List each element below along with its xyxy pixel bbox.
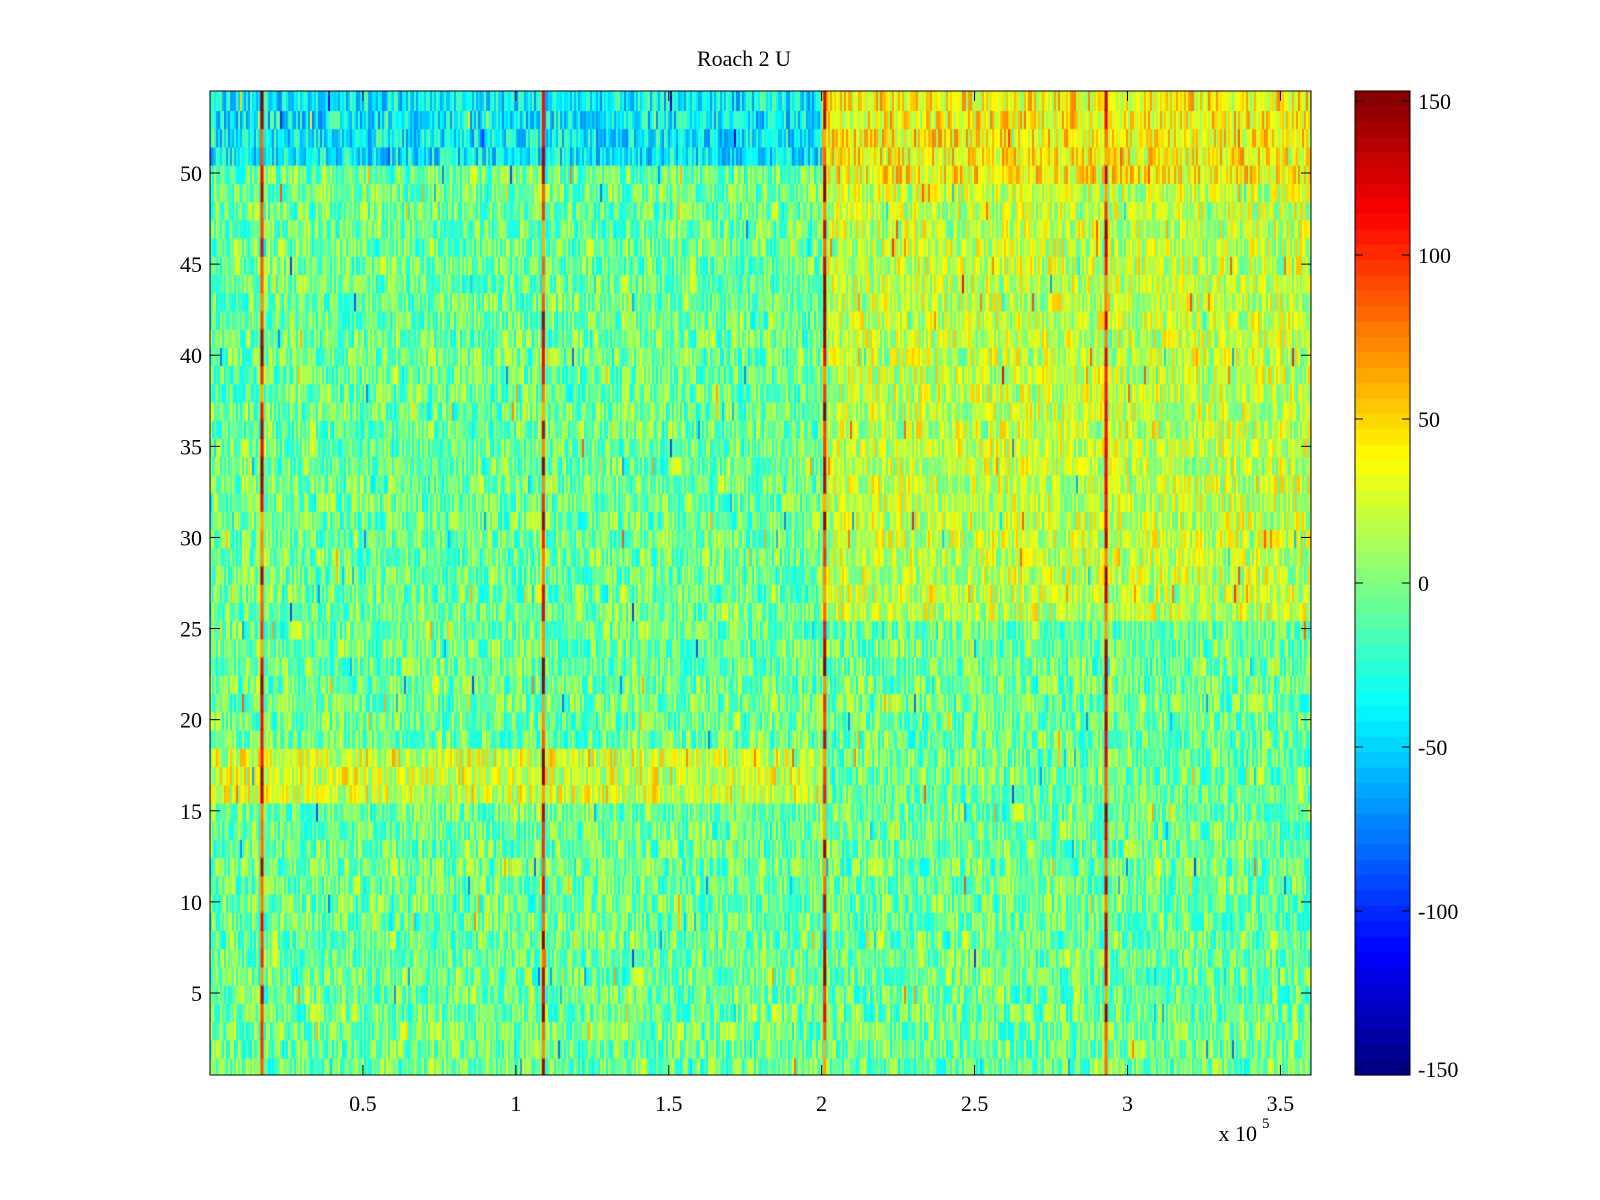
colorbar-segment [1355, 905, 1410, 922]
y-tick-label: 30 [180, 525, 202, 550]
colorbar-segment [1355, 398, 1410, 415]
y-tick-label: 10 [180, 890, 202, 915]
colorbar-segment [1355, 367, 1410, 384]
plot-frame [209, 90, 1312, 1076]
colorbar-segment [1355, 859, 1410, 876]
colorbar-segment [1355, 321, 1410, 338]
colorbar-segment [1355, 290, 1410, 307]
colorbar-segment [1355, 521, 1410, 538]
x-exponent-power: 5 [1262, 1116, 1270, 1132]
colorbar-segment [1355, 413, 1410, 430]
colorbar-segment [1355, 644, 1410, 661]
heatmap-axes: 0.5 1 1.5 2 2.5 3 3.5 5 10 15 20 25 30 35 40 45 50 [180, 90, 1312, 1116]
colorbar-segment [1355, 383, 1410, 400]
colorbar-tick-label: 50 [1418, 407, 1440, 432]
colorbar-segment [1355, 967, 1410, 984]
x-tick-label: 3 [1122, 1091, 1133, 1116]
y-tick-label: 50 [180, 161, 202, 186]
colorbar-segment [1355, 690, 1410, 707]
y-tick-label: 40 [180, 343, 202, 368]
colorbar-segment [1355, 1059, 1410, 1076]
colorbar-segment [1355, 167, 1410, 184]
y-tick-label: 20 [180, 708, 202, 733]
colorbar: 150 100 50 0 -50 -100 -150 [1354, 89, 1458, 1082]
y-tick-label: 45 [180, 252, 202, 277]
y-tick-label: 25 [180, 617, 202, 642]
colorbar-segment [1355, 137, 1410, 154]
x-tick-label: 1.5 [655, 1091, 683, 1116]
colorbar-segment [1355, 629, 1410, 646]
colorbar-segment [1355, 444, 1410, 461]
colorbar-segment [1355, 890, 1410, 907]
colorbar-segment [1355, 875, 1410, 892]
colorbar-segment [1355, 998, 1410, 1015]
colorbar-segment [1355, 567, 1410, 584]
colorbar-segment [1355, 337, 1410, 353]
colorbar-segment [1355, 782, 1410, 799]
y-tick-label: 5 [191, 981, 202, 1006]
colorbar-segment [1355, 1028, 1410, 1045]
x-tick-label: 3.5 [1267, 1091, 1295, 1116]
colorbar-segment [1355, 244, 1410, 261]
colorbar-segment [1355, 982, 1410, 999]
colorbar-segment [1355, 306, 1410, 323]
colorbar-segment [1355, 475, 1410, 492]
colorbar-segment [1355, 214, 1410, 230]
colorbar-segment [1355, 921, 1410, 938]
x-tick-label: 2 [816, 1091, 827, 1116]
colorbar-segment [1355, 429, 1410, 446]
colorbar-segment [1355, 536, 1410, 553]
colorbar-segment [1355, 721, 1410, 738]
colorbar-segment [1355, 1013, 1410, 1030]
x-tick-label: 0.5 [349, 1091, 377, 1116]
colorbar-segment [1355, 583, 1410, 599]
colorbar-segment [1355, 490, 1410, 507]
colorbar-segment [1355, 552, 1410, 569]
chart-title: Roach 2 U [697, 46, 791, 71]
colorbar-segment [1355, 91, 1410, 107]
colorbar-segment [1355, 613, 1410, 630]
y-tick-label: 35 [180, 434, 202, 459]
colorbar-segment [1355, 152, 1410, 169]
colorbar-tick-label: -50 [1418, 735, 1447, 760]
colorbar-segment [1355, 659, 1410, 676]
colorbar-segment [1355, 198, 1410, 215]
colorbar-segment [1355, 506, 1410, 523]
colorbar-segment [1355, 813, 1410, 830]
colorbar-segment [1355, 598, 1410, 615]
colorbar-segment [1355, 706, 1410, 722]
colorbar-segment [1355, 767, 1410, 784]
colorbar-segment [1355, 1044, 1410, 1061]
colorbar-segment [1355, 844, 1410, 861]
colorbar-segment [1355, 229, 1410, 246]
colorbar-segment [1355, 260, 1410, 277]
x-tick-label: 1 [510, 1091, 521, 1116]
colorbar-segment [1355, 183, 1410, 200]
colorbar-segment [1355, 121, 1410, 138]
colorbar-segment [1355, 752, 1410, 769]
colorbar-tick-label: 0 [1418, 571, 1429, 596]
y-tick-label: 15 [180, 799, 202, 824]
x-exponent-label: x 10 [1219, 1121, 1258, 1146]
colorbar-segment [1355, 736, 1410, 753]
colorbar-segment [1355, 675, 1410, 692]
colorbar-segment [1355, 952, 1410, 968]
colorbar-segment [1355, 798, 1410, 815]
colorbar-segment [1355, 936, 1410, 953]
colorbar-segment [1355, 106, 1410, 123]
heatmap-plot-area [210, 91, 1311, 1075]
heatmap-raster [210, 91, 1311, 1075]
colorbar-tick-label: -100 [1418, 899, 1458, 924]
colorbar-segment [1355, 460, 1410, 476]
colorbar-tick-label: -150 [1418, 1057, 1458, 1082]
colorbar-tick-label: 150 [1418, 89, 1451, 114]
x-tick-label: 2.5 [961, 1091, 989, 1116]
colorbar-segment [1355, 352, 1410, 369]
colorbar-segment [1355, 275, 1410, 292]
colorbar-tick-label: 100 [1418, 243, 1451, 268]
colorbar-segment [1355, 829, 1410, 845]
